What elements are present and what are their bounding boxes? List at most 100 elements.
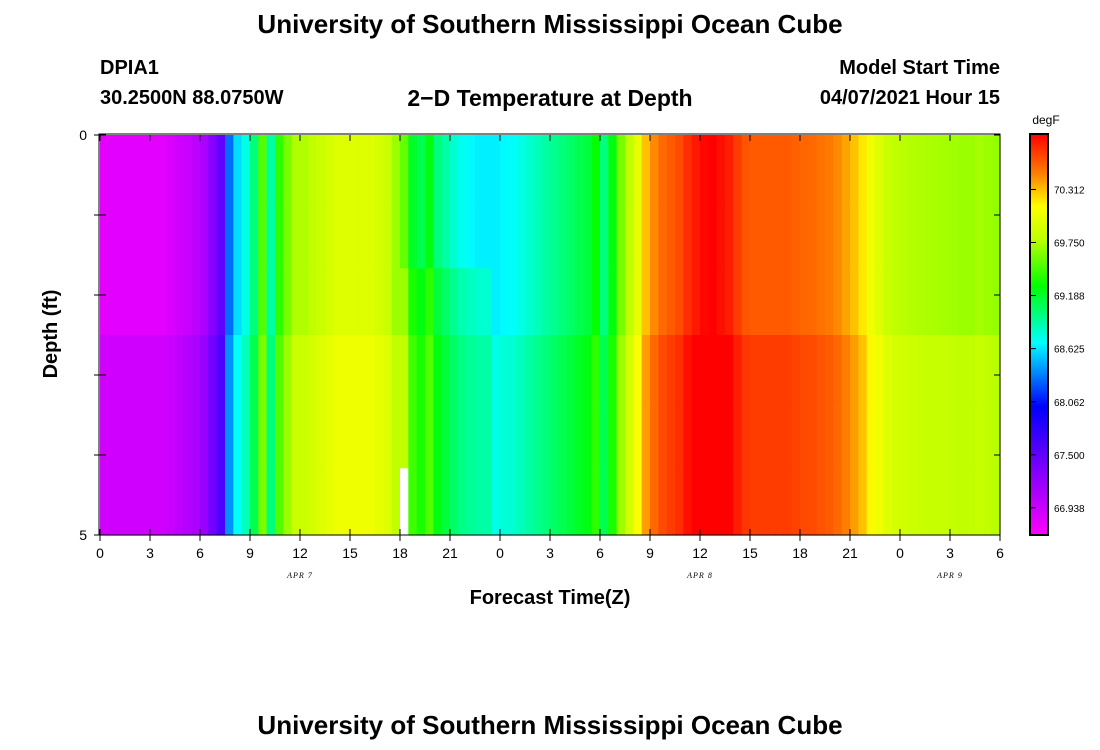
heatmap-cell — [458, 335, 468, 403]
heatmap-cell — [633, 401, 643, 469]
heatmap-cell — [416, 335, 426, 403]
heatmap-cell — [983, 401, 993, 469]
heatmap-cell — [600, 135, 609, 203]
heatmap-cell — [966, 468, 976, 536]
heatmap-cell — [375, 335, 384, 403]
heatmap-cell — [283, 268, 293, 336]
heatmap-cell — [833, 268, 843, 336]
heatmap-cell — [758, 401, 768, 469]
heatmap-cell — [608, 268, 618, 336]
heatmap-cell — [925, 401, 934, 469]
heatmap-cell — [491, 268, 501, 336]
heatmap-cell — [583, 135, 593, 203]
heatmap-cell — [208, 401, 218, 469]
x-tick-label: 15 — [742, 545, 758, 561]
heatmap-cell — [533, 201, 543, 269]
heatmap-cell — [291, 335, 301, 403]
heatmap-cell — [975, 468, 984, 536]
day-label: APR 7 — [286, 571, 313, 580]
heatmap-cell — [933, 135, 943, 203]
heatmap-cell — [108, 201, 118, 269]
heatmap-cell — [250, 401, 259, 469]
heatmap-cell — [616, 135, 626, 203]
heatmap-cell — [200, 401, 209, 469]
heatmap-cell — [591, 468, 601, 536]
heatmap-cell — [225, 268, 234, 336]
heatmap-cell — [100, 135, 109, 203]
heatmap-cell — [425, 268, 434, 336]
x-axis: 0 3 6 9 12 15 18 21 0 3 6 9 12 15 18 21 0 3 6 APR 7 APR 8 APR… — [96, 135, 1004, 580]
heatmap-cell — [125, 201, 134, 269]
heatmap-cell — [691, 201, 701, 269]
heatmap-cell — [933, 335, 943, 403]
heatmap-cell — [225, 135, 234, 203]
heatmap-cell — [966, 201, 976, 269]
heatmap-cell — [200, 335, 209, 403]
colorbar-label: 69.188 — [1054, 292, 1085, 303]
heatmap-cell — [200, 201, 209, 269]
heatmap-cell — [983, 201, 993, 269]
heatmap-cell — [375, 401, 384, 469]
heatmap-cell — [291, 268, 301, 336]
heatmap-cell — [100, 201, 109, 269]
heatmap-cell — [500, 335, 509, 403]
heatmap-cell — [725, 401, 734, 469]
heatmap-cell — [641, 401, 651, 469]
heatmap-cell — [700, 335, 709, 403]
heatmap-cell — [466, 201, 476, 269]
heatmap-cell — [541, 468, 551, 536]
heatmap-cell — [900, 401, 909, 469]
heatmap-cell — [266, 335, 276, 403]
heatmap-cell — [558, 268, 568, 336]
heatmap-cell — [958, 401, 968, 469]
heatmap-cell — [366, 135, 376, 203]
heatmap-cell — [725, 468, 734, 536]
heatmap-cell — [133, 135, 143, 203]
heatmap-cell — [433, 135, 443, 203]
heatmap-cell — [291, 201, 301, 269]
heatmap-cell — [191, 401, 201, 469]
heatmap-cell — [550, 268, 559, 336]
heatmap-cell — [750, 268, 759, 336]
heatmap-cell — [116, 335, 126, 403]
heatmap-cell — [175, 335, 184, 403]
heatmap-cell — [633, 335, 643, 403]
heatmap-cell — [191, 201, 201, 269]
heatmap-cell — [300, 335, 309, 403]
heatmap-cell — [441, 268, 451, 336]
heatmap-cell — [450, 468, 459, 536]
heatmap-cell — [266, 268, 276, 336]
heatmap-cell — [433, 401, 443, 469]
heatmap-cell — [716, 335, 726, 403]
heatmap-cell — [625, 335, 634, 403]
heatmap-cell — [658, 335, 668, 403]
heatmap-cell — [700, 268, 709, 336]
heatmap-cell — [941, 401, 951, 469]
heatmap-cell — [383, 335, 393, 403]
colorbar-label: 70.312 — [1054, 185, 1085, 196]
heatmap-cell — [175, 468, 184, 536]
heatmap-cell — [441, 135, 451, 203]
heatmap-cell — [908, 335, 918, 403]
heatmap-cell — [341, 468, 351, 536]
heatmap-cell — [150, 201, 159, 269]
heatmap-cell — [625, 468, 634, 536]
heatmap-cell — [600, 335, 609, 403]
heatmap-cell — [300, 135, 309, 203]
heatmap-cell — [941, 335, 951, 403]
heatmap-cell — [333, 468, 343, 536]
heatmap-cell — [733, 335, 743, 403]
heatmap-cell — [141, 268, 151, 336]
heatmap-cell — [916, 335, 926, 403]
heatmap-cell — [108, 401, 118, 469]
heatmap-cell — [666, 135, 676, 203]
heatmap-cell — [675, 201, 684, 269]
heatmap-cell — [891, 335, 901, 403]
heatmap-cell — [575, 468, 584, 536]
heatmap-cell — [616, 335, 626, 403]
heatmap-cell — [450, 335, 459, 403]
heatmap-cell — [191, 135, 201, 203]
heatmap-cell — [875, 268, 884, 336]
heatmap-cell — [358, 401, 368, 469]
